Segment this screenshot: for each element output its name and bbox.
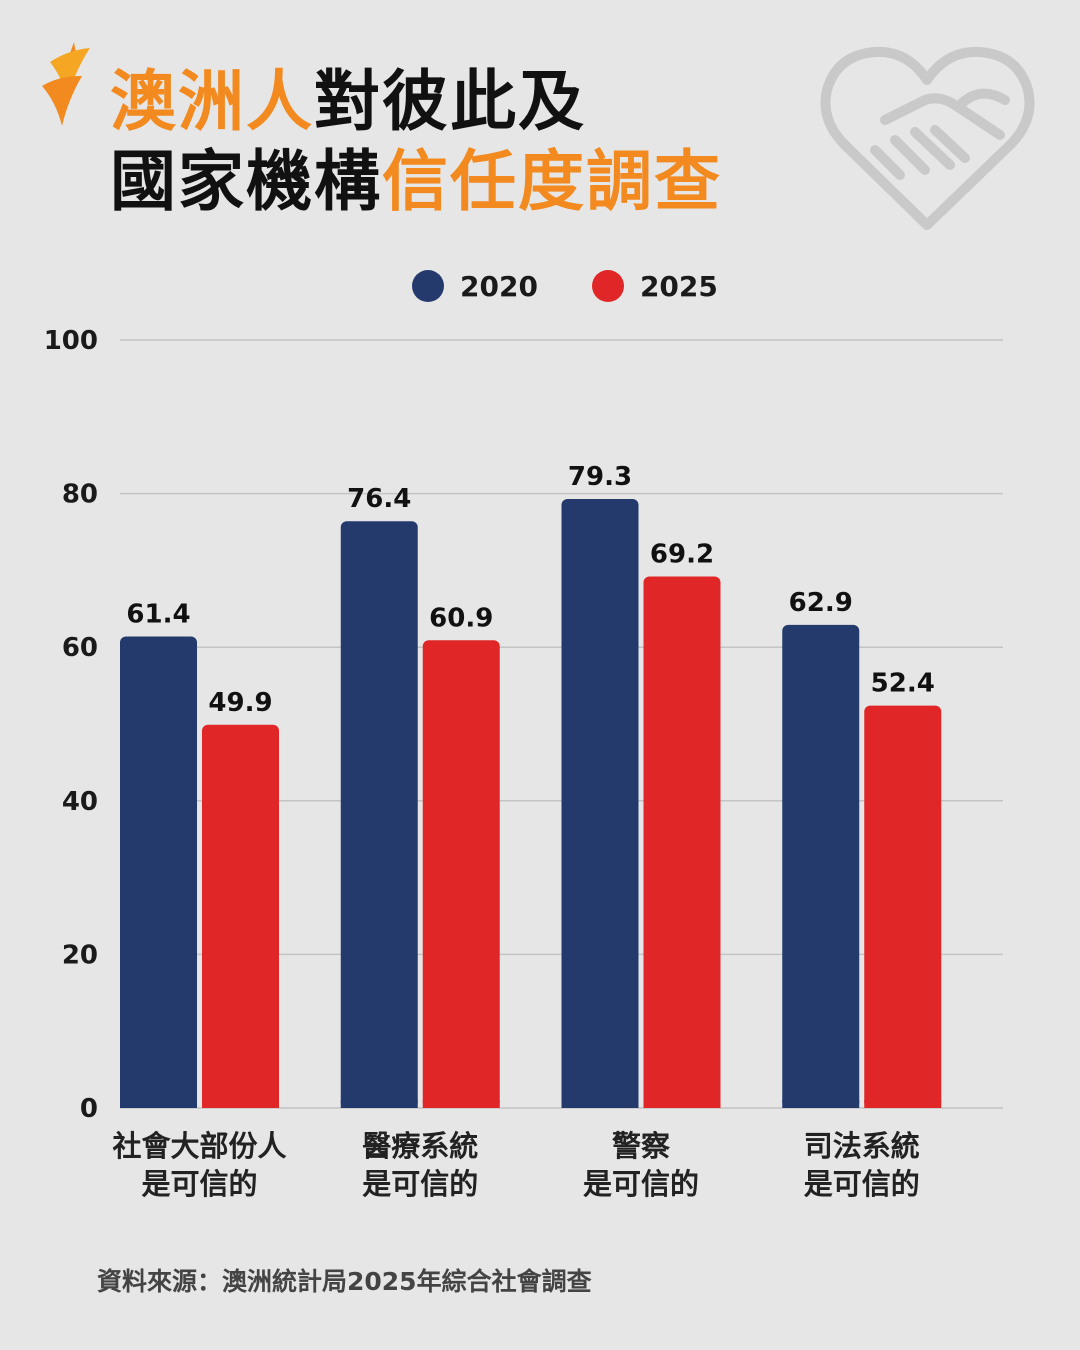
data-label: 76.4 [347,484,411,514]
y-tick-label: 40 [62,787,98,817]
y-tick-label: 0 [80,1094,98,1124]
x-tick-label: 是可信的 [362,1167,478,1201]
y-tick-label: 80 [62,480,98,510]
bar-base-2025 [643,1100,721,1108]
chart-legend: 2020 2025 [412,268,718,304]
title-line-2: 國家機構信任度調查 [110,142,722,222]
data-label: 62.9 [789,588,853,618]
bar-base-2025 [202,1100,279,1108]
title-highlight-1: 澳洲人 [110,63,314,140]
title-line-1: 澳洲人對彼此及 [110,62,722,142]
x-tick-label: 是可信的 [804,1167,920,1201]
bar-base-2025 [864,1100,942,1108]
x-tick-label: 社會大部份人 [112,1129,286,1163]
bar-base-2020 [782,1100,860,1108]
data-label: 69.2 [650,540,714,570]
bar-2020 [120,636,197,1108]
bar-2025 [643,576,721,1108]
data-label: 60.9 [429,603,493,633]
legend-swatch-2025 [591,270,624,302]
bar-2025 [864,705,942,1108]
legend-item-2025: 2025 [591,269,718,303]
bar-2025 [422,640,500,1108]
source-note: 資料來源：澳洲統計局2025年綜合社會調查 [97,1267,592,1296]
y-tick-label: 60 [62,633,98,663]
page-title: 澳洲人對彼此及 國家機構信任度調查 [110,62,722,222]
data-label: 52.4 [871,669,935,699]
bar-base-2025 [422,1100,500,1108]
title-highlight-2: 信任度調查 [382,143,722,220]
data-label: 61.4 [126,599,190,629]
data-label: 79.3 [568,462,632,492]
sbs-logo-icon [42,42,90,126]
y-tick-label: 100 [44,326,98,356]
x-tick-label: 是可信的 [583,1167,699,1201]
title-text-2: 國家機構 [110,143,382,220]
title-text-1: 對彼此及 [314,63,586,140]
bar-base-2020 [340,1100,418,1108]
legend-label-2025: 2025 [639,269,718,303]
x-tick-label: 醫療系統 [362,1129,478,1163]
legend-swatch-2020 [412,270,444,302]
bar-base-2020 [120,1100,197,1108]
y-tick-label: 20 [62,940,98,970]
bar-base-2020 [561,1100,639,1108]
bar-2020 [782,624,860,1108]
x-tick-label: 是可信的 [141,1167,257,1201]
x-tick-label: 警察 [612,1129,671,1163]
bar-2025 [202,724,279,1108]
bar-2020 [340,521,418,1108]
legend-label-2020: 2020 [460,269,538,303]
handshake-heart-icon [820,46,1035,230]
data-label: 49.9 [208,688,272,718]
legend-item-2020: 2020 [412,270,538,303]
bar-2020 [561,498,639,1108]
x-tick-label: 司法系統 [804,1129,920,1163]
bar-chart: 02040608010061.449.9社會大部份人是可信的76.460.9醫療… [44,326,1003,1201]
